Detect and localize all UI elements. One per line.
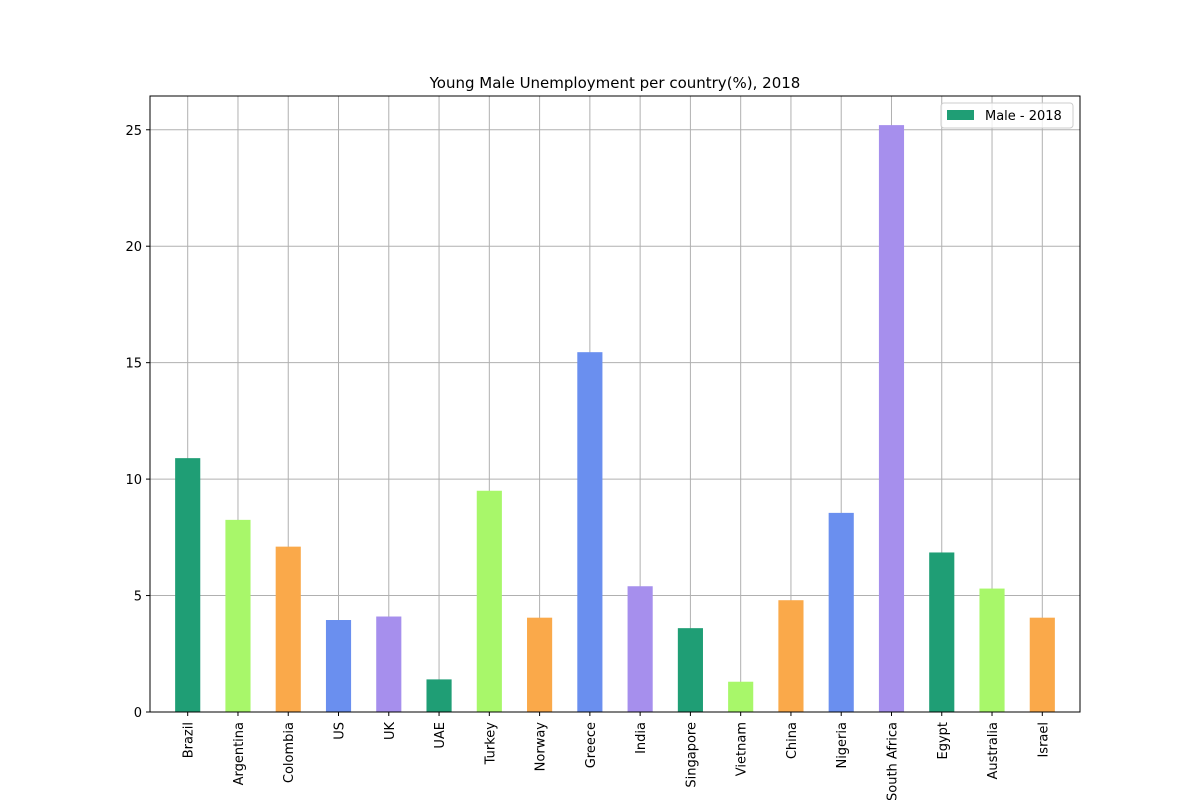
x-axis-ticks: Brazil Argentina Colombia US UK UAE Turkey Norw… [182,712,1051,800]
chart-title: Young Male Unemployment per country(%), … [429,74,801,92]
bar-argentina [225,519,251,712]
y-tick-label: 5 [134,590,142,605]
bar-vietnam [728,681,754,712]
y-tick-label: 0 [134,706,142,721]
bar-turkey [476,490,502,712]
bar-israel [1029,617,1055,712]
bar-nigeria [828,512,854,712]
bar-colombia [275,546,301,712]
plot-frame [149,95,1081,713]
bar-norway [527,617,553,712]
bar-uae [426,679,452,712]
x-tick-label: Vietnam [735,722,750,776]
bar-south-africa [878,125,905,713]
x-tick-label: Turkey [483,722,498,766]
x-tick-label: Brazil [182,722,197,758]
bar-china [778,600,804,712]
x-tick-label: Egypt [936,722,951,760]
x-tick-label: Greece [584,722,599,768]
x-tick-label: UK [383,722,398,741]
x-tick-label: Singapore [684,722,699,788]
legend-label: Male - 2018 [985,109,1062,124]
legend-frame [940,102,1074,129]
x-tick-label: China [785,722,800,759]
x-tick-label: US [333,722,348,740]
bar-egypt [929,552,955,712]
x-tick-label: UAE [433,722,448,749]
bar-india [627,586,653,712]
bars [175,125,1055,713]
bar-singapore [677,628,703,712]
y-tick-label: 25 [125,124,142,139]
x-tick-label: South Africa [885,722,900,800]
y-tick-label: 15 [125,357,142,372]
x-tick-label: Israel [1036,722,1051,758]
x-tick-label: Nigeria [835,722,850,769]
legend: Male - 2018 [940,102,1074,129]
x-tick-label: Argentina [232,722,247,785]
bar-uk [376,616,402,712]
y-axis-ticks: 0 5 10 15 20 25 [125,124,150,721]
bar-australia [979,588,1005,712]
x-tick-label: Australia [986,722,1001,780]
bar-greece [577,352,603,712]
y-tick-label: 10 [125,473,142,488]
y-tick-label: 20 [125,240,142,255]
x-tick-label: Colombia [282,722,297,783]
x-tick-label: Norway [534,722,549,772]
legend-swatch [947,110,974,120]
bar-brazil [175,458,201,712]
bar-us [325,620,352,712]
x-tick-label: India [634,722,649,754]
